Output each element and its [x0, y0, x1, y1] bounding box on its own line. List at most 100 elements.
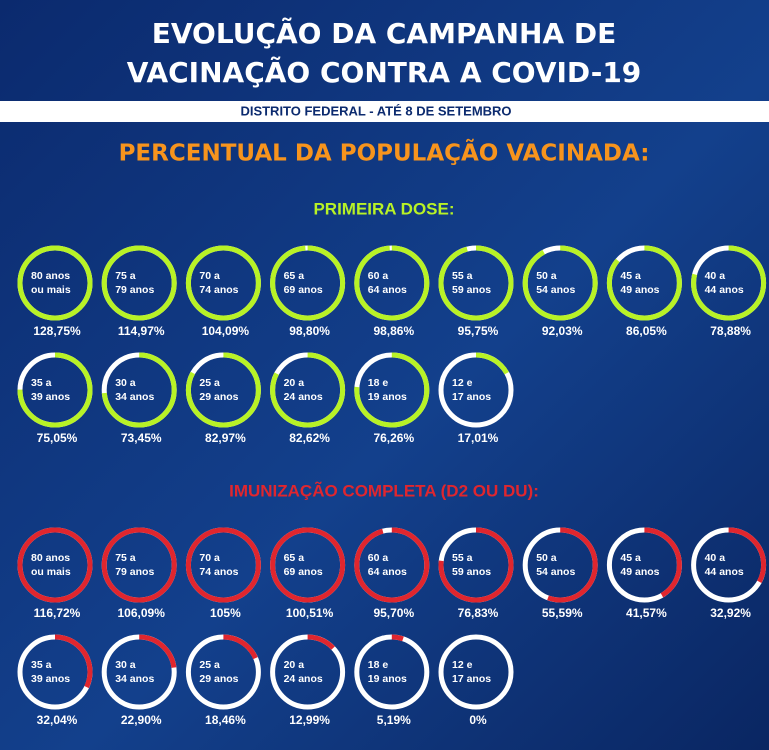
- age-group: 24 anos: [284, 391, 323, 403]
- age-group: 54 anos: [536, 284, 575, 296]
- ring-arc: [438, 527, 514, 603]
- ring-arc: [354, 527, 430, 603]
- ring-arc: [270, 527, 346, 603]
- age-group: 19 anos: [368, 673, 407, 685]
- ring-arc: [438, 245, 514, 321]
- ring-arc: [354, 245, 430, 321]
- age-group: 29 anos: [199, 673, 238, 685]
- ring-arc: [185, 352, 261, 428]
- age-group: 55 a: [452, 270, 473, 282]
- age-group: 54 anos: [536, 566, 575, 578]
- age-group: 80 anos: [31, 270, 70, 282]
- value-label: 95,70%: [373, 606, 414, 620]
- age-group: 20 a: [284, 377, 305, 389]
- age-group: 17 anos: [452, 673, 491, 685]
- age-group: 17 anos: [452, 391, 491, 403]
- value-label: 98,86%: [373, 324, 414, 338]
- value-label: 104,09%: [202, 324, 250, 338]
- ring-arc: [691, 245, 767, 321]
- age-group: 12 e: [452, 659, 473, 671]
- age-group: 75 a: [115, 552, 136, 564]
- ring-arc: [185, 527, 261, 603]
- age-group: 60 a: [368, 552, 389, 564]
- age-group: 25 a: [199, 659, 220, 671]
- age-group: 44 anos: [705, 284, 744, 296]
- age-group: 29 anos: [199, 391, 238, 403]
- value-label: 82,97%: [205, 431, 246, 445]
- age-group: 59 anos: [452, 566, 491, 578]
- value-label: 92,03%: [542, 324, 583, 338]
- value-label: 105%: [210, 606, 241, 620]
- age-group: ou mais: [31, 284, 71, 296]
- value-label: 106,09%: [118, 606, 166, 620]
- ring-arc: [522, 527, 598, 603]
- age-group: 65 a: [284, 552, 305, 564]
- value-label: 82,62%: [289, 431, 330, 445]
- age-group: 60 a: [368, 270, 389, 282]
- heading: PERCENTUAL DA POPULAÇÃO VACINADA:: [119, 139, 650, 167]
- age-group: 35 a: [31, 377, 52, 389]
- age-group: 30 a: [115, 377, 136, 389]
- age-group: ou mais: [31, 566, 71, 578]
- age-group: 39 anos: [31, 391, 70, 403]
- ring-arc: [185, 245, 261, 321]
- ring-arc: [101, 634, 177, 710]
- value-label: 55,59%: [542, 606, 583, 620]
- age-group: 19 anos: [368, 391, 407, 403]
- age-group: 69 anos: [284, 284, 323, 296]
- ring-arc: [17, 352, 93, 428]
- age-group: 49 anos: [620, 284, 659, 296]
- age-group: 70 a: [199, 270, 220, 282]
- value-label: 76,26%: [373, 431, 414, 445]
- age-group: 80 anos: [31, 552, 70, 564]
- value-label: 95,75%: [458, 324, 499, 338]
- age-group: 12 e: [452, 377, 473, 389]
- age-group: 24 anos: [284, 673, 323, 685]
- age-group: 40 a: [705, 270, 726, 282]
- ring-arc: [101, 245, 177, 321]
- ring-arc: [17, 634, 93, 710]
- age-group: 25 a: [199, 377, 220, 389]
- age-group: 34 anos: [115, 391, 154, 403]
- age-group: 35 a: [31, 659, 52, 671]
- value-label: 12,99%: [289, 713, 330, 727]
- age-group: 20 a: [284, 659, 305, 671]
- age-group: 74 anos: [199, 566, 238, 578]
- age-group: 75 a: [115, 270, 136, 282]
- age-group: 30 a: [115, 659, 136, 671]
- age-group: 49 anos: [620, 566, 659, 578]
- age-group: 34 anos: [115, 673, 154, 685]
- age-group: 44 anos: [705, 566, 744, 578]
- age-group: 50 a: [536, 270, 557, 282]
- age-group: 70 a: [199, 552, 220, 564]
- value-label: 73,45%: [121, 431, 162, 445]
- age-group: 39 anos: [31, 673, 70, 685]
- age-group: 79 anos: [115, 566, 154, 578]
- age-group: 40 a: [705, 552, 726, 564]
- value-label: 22,90%: [121, 713, 162, 727]
- age-group: 18 e: [368, 377, 389, 389]
- ring-arc: [522, 245, 598, 321]
- ring-arc: [606, 527, 682, 603]
- age-group: 64 anos: [368, 284, 407, 296]
- value-label: 17,01%: [458, 431, 499, 445]
- value-label: 75,05%: [37, 431, 78, 445]
- title-line: EVOLUÇÃO DA CAMPANHA DE: [152, 16, 616, 50]
- value-label: 32,92%: [710, 606, 751, 620]
- ring-arc: [438, 352, 514, 428]
- value-label: 116,72%: [34, 606, 81, 620]
- age-group: 55 a: [452, 552, 473, 564]
- ring-arc: [270, 352, 346, 428]
- chart-title: PRIMEIRA DOSE:: [313, 199, 454, 218]
- ring-track: [438, 634, 514, 710]
- age-group: 50 a: [536, 552, 557, 564]
- value-label: 100,51%: [286, 606, 334, 620]
- ring-arc: [101, 527, 177, 603]
- subtitle: DISTRITO FEDERAL - ATÉ 8 DE SETEMBRO: [240, 103, 511, 118]
- ring-arc: [691, 527, 767, 603]
- value-label: 78,88%: [710, 324, 751, 338]
- value-label: 0%: [469, 713, 487, 727]
